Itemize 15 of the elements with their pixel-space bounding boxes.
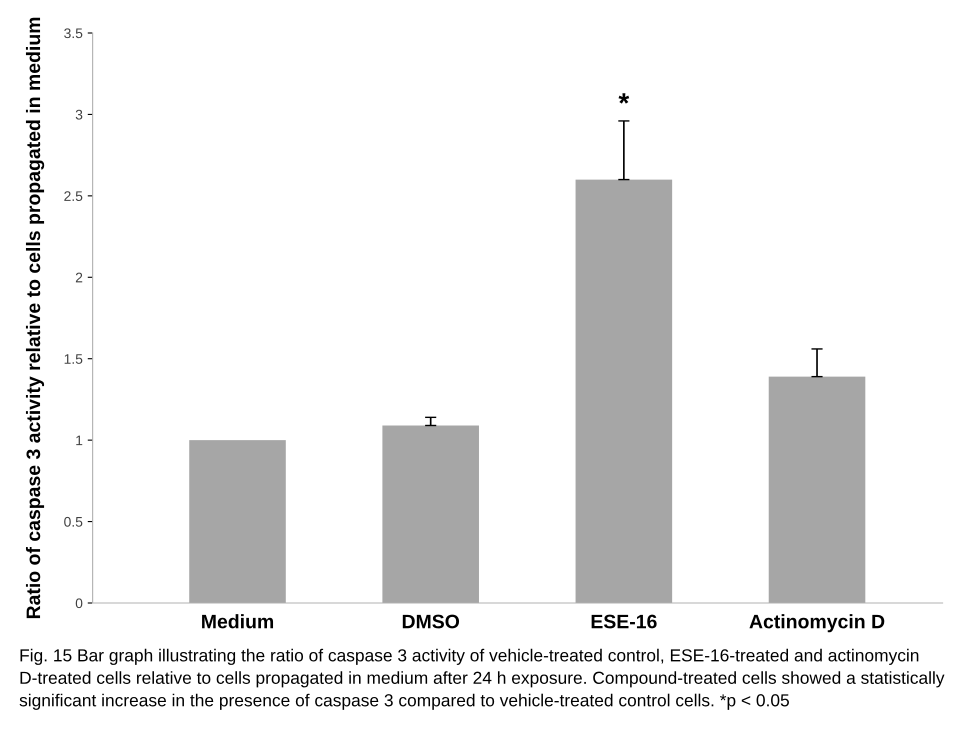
y-tick-label: 2: [76, 272, 82, 282]
y-tick-label: 1.5: [64, 354, 82, 364]
caption: Fig. 15 Bar graph illustrating the ratio of caspase 3 activity of vehicle-treated control, ESE-16-treated and actinomycin D-treated cells relative to cells propagated in medium after 24 h exposure. Compound-treated cells showed a statistically significant increase in the presence of caspase 3 compared to vehicle-treated control cells. *p < 0.05: [20, 648, 944, 710]
y-tick-label: 1: [76, 436, 82, 446]
y-axis-title: Ratio of caspase 3 activity relative to cells propagated in medium: [26, 18, 44, 618]
x-tick-label: ESE-16: [592, 614, 657, 628]
x-tick-label: DMSO: [402, 614, 460, 628]
y-tick-label: 3: [76, 110, 82, 120]
y-tick-label: 0: [76, 598, 82, 608]
x-tick-label: Medium: [202, 614, 274, 628]
y-tick-label: 3.5: [64, 28, 82, 38]
annotation: *: [618, 93, 630, 104]
y-tick-label: 2.5: [64, 191, 82, 202]
x-tick-label: Actinomycin D: [749, 614, 884, 632]
y-tick-label: 0.5: [64, 516, 82, 527]
